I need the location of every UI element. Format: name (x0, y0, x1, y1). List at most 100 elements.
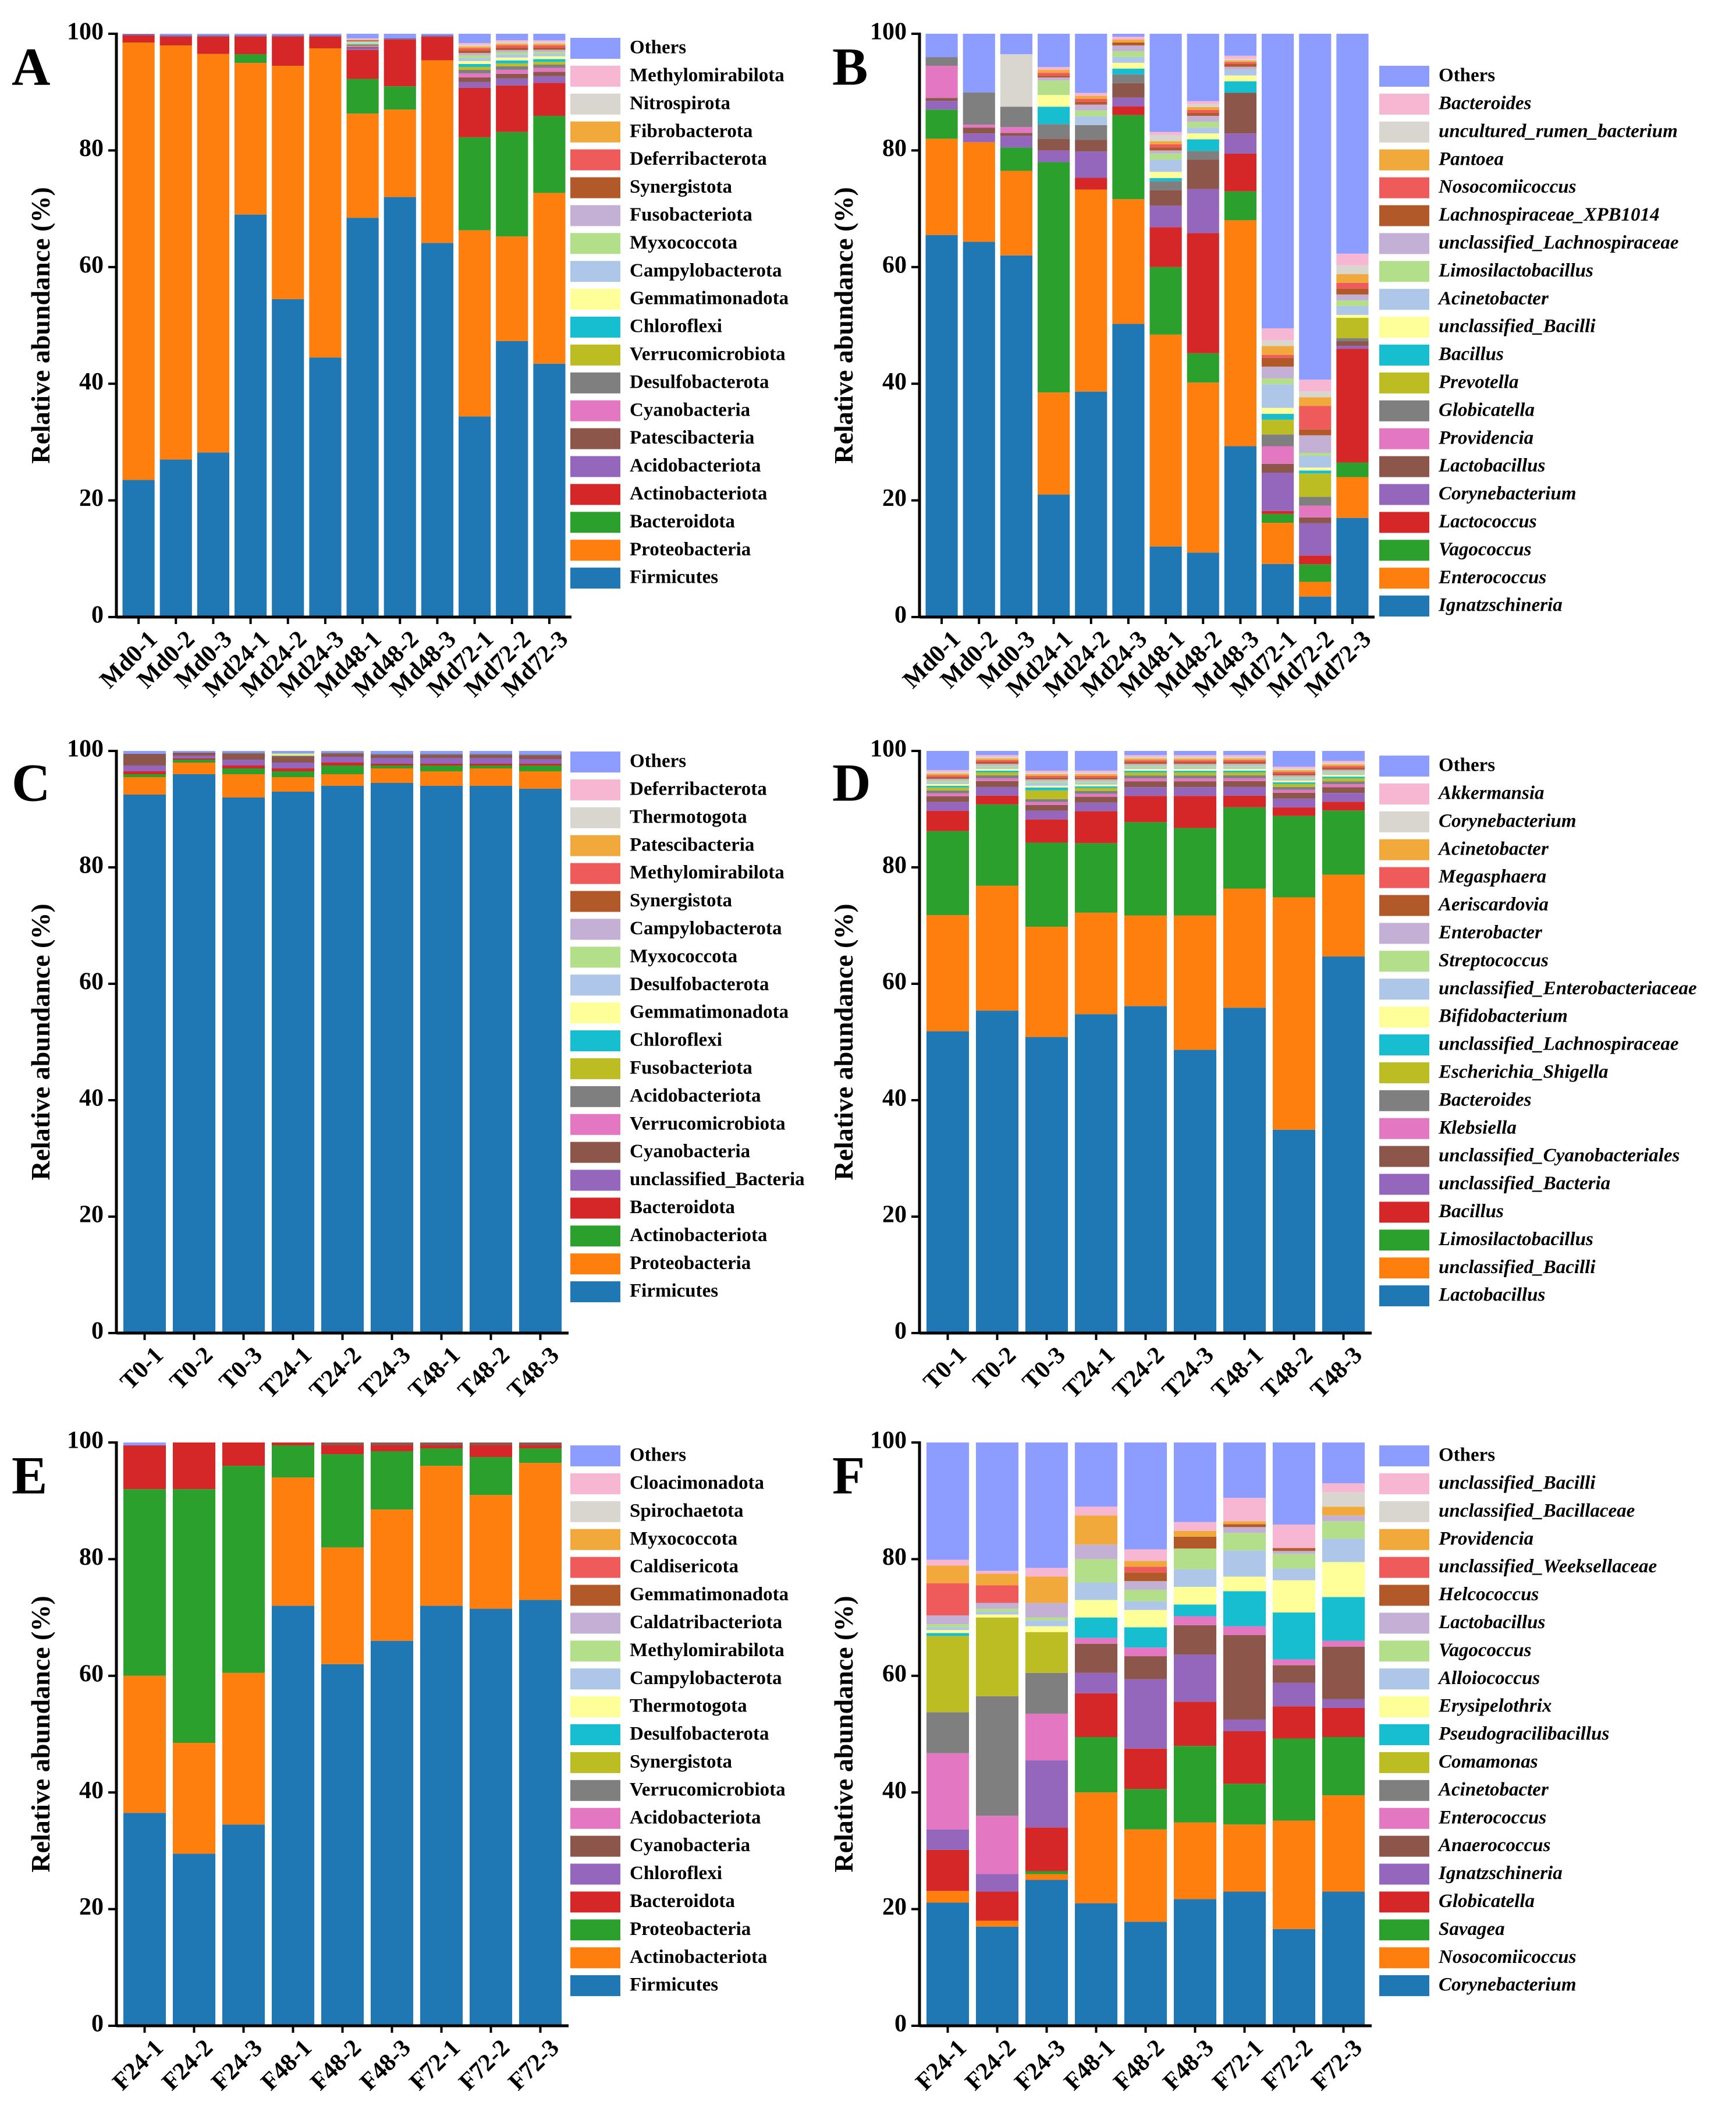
bar-segment (1149, 181, 1182, 190)
bar-segment (1187, 112, 1219, 116)
bar-segment (496, 57, 528, 61)
legend-swatch (570, 121, 620, 143)
legend-swatch (1379, 1891, 1429, 1913)
bar-segment (1025, 779, 1068, 781)
y-tick-label: 40 (882, 368, 907, 395)
bar-segment (519, 1448, 562, 1463)
bar-segment (123, 771, 166, 774)
legend-label: Others (1439, 755, 1495, 776)
legend-swatch (570, 1445, 620, 1466)
bar-segment (1124, 1748, 1167, 1789)
legend-label: Enterobacter (1438, 922, 1543, 943)
legend-label: Acinetobacter (1437, 288, 1549, 309)
bar-segment (1187, 382, 1219, 553)
bar-segment (1025, 787, 1068, 791)
bar-segment (234, 63, 267, 215)
bar-segment (975, 885, 1019, 1011)
bar-segment (1000, 127, 1032, 133)
bar-segment (469, 764, 513, 765)
bar-segment (123, 1445, 166, 1490)
bar-segment (1272, 770, 1316, 772)
bar-segment (370, 1445, 414, 1452)
bar-segment (926, 1627, 970, 1631)
legend-label: Anaerococcus (1437, 1835, 1551, 1856)
bar-segment (1322, 810, 1365, 875)
bar-segment (1336, 300, 1369, 306)
bar-segment (1025, 1442, 1068, 1568)
bar-segment (1025, 782, 1068, 786)
legend-label: Nitrospirota (630, 93, 730, 114)
bar-segment (496, 73, 528, 79)
bar-segment (1074, 1637, 1118, 1644)
legend-swatch (1379, 1501, 1429, 1522)
bar-segment (469, 754, 513, 755)
bar-segment (321, 1454, 364, 1548)
x-tick-label: T48-1 (1206, 1342, 1269, 1404)
bar-segment (1299, 397, 1332, 406)
bar-segment (458, 81, 491, 88)
bar-segment (1149, 132, 1182, 136)
bar-segment (1223, 767, 1266, 769)
bar-segment (1173, 765, 1217, 768)
bar-segment (975, 1614, 1019, 1618)
bar-segment (1187, 353, 1219, 383)
legend-label: Firmicutes (630, 567, 718, 588)
legend-label: Fibrobacterota (630, 120, 752, 141)
bar-segment (1124, 1627, 1167, 1648)
bar-segment (1272, 1554, 1316, 1569)
legend-swatch (570, 1612, 620, 1634)
bar-segment (1223, 756, 1266, 759)
bar-segment (1223, 1533, 1266, 1551)
bar-segment (370, 768, 414, 783)
bar-segment (963, 34, 995, 93)
bar-segment (1272, 771, 1316, 774)
bar-segment (123, 1489, 166, 1676)
legend-swatch (570, 919, 620, 940)
bar-segment (1336, 462, 1369, 477)
bar-segment (975, 1571, 1019, 1574)
bar-segment (926, 793, 970, 796)
legend-label: Campylobacterota (630, 260, 782, 281)
bar-segment (370, 1509, 414, 1641)
bar-segment (1322, 787, 1365, 793)
bar-segment (1173, 1746, 1217, 1823)
bar-segment (458, 87, 491, 137)
legend-swatch (1379, 839, 1429, 860)
legend-label: Bacteroides (1438, 1089, 1531, 1110)
bar-segment (1322, 1707, 1365, 1738)
bar-segment (1025, 772, 1068, 774)
legend-label: Campylobacterota (630, 918, 782, 939)
legend-label: Bacteroides (1438, 93, 1531, 114)
bar-segment (1187, 233, 1219, 353)
bar-segment (1261, 473, 1294, 511)
legend-label: Chloroflexi (630, 316, 722, 337)
bar-segment (1025, 1672, 1068, 1714)
legend-label: Chloroflexi (630, 1863, 722, 1884)
bar-segment (469, 1445, 513, 1458)
bar-segment (197, 36, 230, 37)
bar-segment (1149, 172, 1182, 178)
legend-swatch (570, 1114, 620, 1135)
legend-label: Comamonas (1439, 1751, 1538, 1772)
bar-segment (1149, 178, 1182, 182)
bar-segment (1025, 1568, 1068, 1577)
bar-segment (496, 63, 528, 66)
x-tick-label: F72-2 (454, 2035, 515, 2096)
bar-segment (1112, 74, 1145, 83)
legend-label: Erysipelothrix (1438, 1696, 1552, 1717)
bar-segment (963, 125, 995, 128)
bar-segment (1224, 81, 1257, 93)
bar-segment (1272, 1580, 1316, 1613)
bar-segment (1223, 888, 1266, 1008)
bar-segment (370, 751, 414, 754)
bar-segment (1000, 133, 1032, 136)
bar-segment (1224, 153, 1257, 192)
bar-segment (1272, 775, 1316, 777)
bar-segment (975, 1920, 1019, 1927)
bar-segment (963, 133, 995, 143)
bar-segment (321, 786, 364, 1333)
legend-label: unclassified_Bacteria (1439, 1173, 1610, 1194)
bar-segment (1173, 1530, 1217, 1537)
bar-segment (1223, 1524, 1266, 1527)
